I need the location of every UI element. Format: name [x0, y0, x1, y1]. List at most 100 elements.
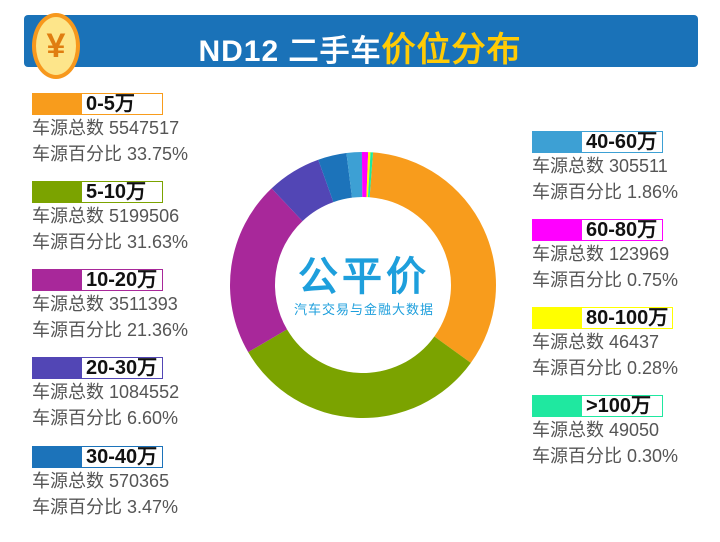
percent-value: 31.63% — [127, 232, 189, 252]
count-line: 车源总数 49050 — [532, 417, 712, 443]
count-value: 570365 — [109, 471, 170, 491]
percent-value: 6.60% — [127, 408, 179, 428]
count-value: 123969 — [609, 244, 670, 264]
count-line: 车源总数 1084552 — [32, 379, 212, 405]
donut-slice-5 — [346, 152, 363, 198]
center-logo: 公平价 汽车交易与金融大数据 — [280, 255, 448, 318]
percent-line: 车源百分比 0.30% — [532, 443, 712, 469]
percent-line: 车源百分比 0.28% — [532, 355, 712, 381]
legend-item: 60-80万 车源总数 123969 车源百分比 0.75% — [532, 219, 712, 293]
percent-line: 车源百分比 21.36% — [32, 317, 212, 343]
legend-swatch — [32, 181, 82, 203]
donut-slice-1 — [248, 329, 471, 418]
percent-value: 21.36% — [127, 320, 189, 340]
percent-label: 车源百分比 — [532, 182, 622, 202]
legend-label: 60-80万 — [582, 219, 663, 241]
legend-label: 0-5万 — [82, 93, 163, 115]
count-label: 车源总数 — [532, 420, 604, 440]
legend-swatch — [532, 395, 582, 417]
count-value: 49050 — [609, 420, 660, 440]
legend-label: 5-10万 — [82, 181, 163, 203]
count-label: 车源总数 — [532, 156, 604, 176]
yen-coin-icon: ¥ — [32, 13, 80, 79]
donut-slice-3 — [271, 159, 334, 222]
count-value: 1084552 — [109, 382, 180, 402]
logo-tagline: 汽车交易与金融大数据 — [293, 302, 434, 317]
title-yellow: 价位分布 — [381, 31, 522, 69]
count-value: 5547517 — [109, 118, 180, 138]
percent-label: 车源百分比 — [532, 446, 622, 466]
percent-label: 车源百分比 — [32, 408, 122, 428]
page-title: ND12 二手车价位分布 — [0, 22, 720, 71]
percent-value: 0.30% — [627, 446, 679, 466]
count-value: 305511 — [609, 156, 668, 176]
percent-label: 车源百分比 — [32, 232, 122, 252]
legend-item: 80-100万 车源总数 46437 车源百分比 0.28% — [532, 307, 712, 381]
count-value: 3511393 — [109, 294, 178, 314]
count-label: 车源总数 — [32, 294, 104, 314]
legend-swatch — [532, 307, 582, 329]
legend-item: 0-5万 车源总数 5547517 车源百分比 33.75% — [32, 93, 212, 167]
count-line: 车源总数 305511 — [532, 153, 712, 179]
percent-line: 车源百分比 6.60% — [32, 405, 212, 431]
legend-label: 10-20万 — [82, 269, 163, 291]
legend-label: >100万 — [582, 395, 663, 417]
count-line: 车源总数 46437 — [532, 329, 712, 355]
donut-slice-6 — [361, 152, 369, 198]
legend-label: 30-40万 — [82, 446, 163, 468]
percent-value: 0.75% — [627, 270, 679, 290]
donut-slice-2 — [230, 188, 303, 353]
title-banner — [24, 15, 698, 67]
percent-value: 33.75% — [127, 144, 189, 164]
percent-value: 0.28% — [627, 358, 679, 378]
legend-swatch — [532, 219, 582, 241]
count-label: 车源总数 — [32, 118, 104, 138]
yen-symbol: ¥ — [46, 27, 66, 65]
legend-item: >100万 车源总数 49050 车源百分比 0.30% — [532, 395, 712, 469]
legend-swatch — [32, 269, 82, 291]
legend-swatch — [32, 357, 82, 379]
percent-line: 车源百分比 1.86% — [532, 179, 712, 205]
percent-value: 1.86% — [627, 182, 679, 202]
count-line: 车源总数 123969 — [532, 241, 712, 267]
percent-value: 3.47% — [127, 497, 179, 517]
legend-item: 30-40万 车源总数 570365 车源百分比 3.47% — [32, 446, 212, 520]
legend-item: 40-60万 车源总数 305511 车源百分比 1.86% — [532, 131, 712, 205]
donut-slice-0 — [369, 152, 497, 363]
logo-name: 公平价 — [298, 255, 430, 299]
count-label: 车源总数 — [32, 382, 104, 402]
legend-item: 20-30万 车源总数 1084552 车源百分比 6.60% — [32, 357, 212, 431]
percent-label: 车源百分比 — [532, 270, 622, 290]
percent-line: 车源百分比 33.75% — [32, 141, 212, 167]
percent-line: 车源百分比 3.47% — [32, 494, 212, 520]
count-value: 46437 — [609, 332, 660, 352]
count-label: 车源总数 — [32, 206, 104, 226]
count-value: 5199506 — [109, 206, 180, 226]
legend-item: 10-20万 车源总数 3511393 车源百分比 21.36% — [32, 269, 212, 343]
count-line: 车源总数 5547517 — [32, 115, 212, 141]
percent-line: 车源百分比 31.63% — [32, 229, 212, 255]
donut-slice-8 — [367, 152, 374, 198]
donut-slice-7 — [366, 152, 371, 198]
percent-label: 车源百分比 — [32, 320, 122, 340]
legend-label: 80-100万 — [582, 307, 674, 329]
legend-item: 5-10万 车源总数 5199506 车源百分比 31.63% — [32, 181, 212, 255]
count-label: 车源总数 — [532, 244, 604, 264]
legend-label: 20-30万 — [82, 357, 163, 379]
count-line: 车源总数 3511393 — [32, 291, 212, 317]
count-label: 车源总数 — [532, 332, 604, 352]
legend-label: 40-60万 — [582, 131, 663, 153]
percent-label: 车源百分比 — [32, 144, 122, 164]
title-white: ND12 二手车 — [198, 35, 382, 68]
legend-swatch — [32, 93, 82, 115]
percent-label: 车源百分比 — [32, 497, 122, 517]
count-label: 车源总数 — [32, 471, 104, 491]
percent-line: 车源百分比 0.75% — [532, 267, 712, 293]
legend-swatch — [32, 446, 82, 468]
legend-swatch — [532, 131, 582, 153]
count-line: 车源总数 570365 — [32, 468, 212, 494]
percent-label: 车源百分比 — [532, 358, 622, 378]
donut-slice-4 — [318, 153, 353, 203]
count-line: 车源总数 5199506 — [32, 203, 212, 229]
